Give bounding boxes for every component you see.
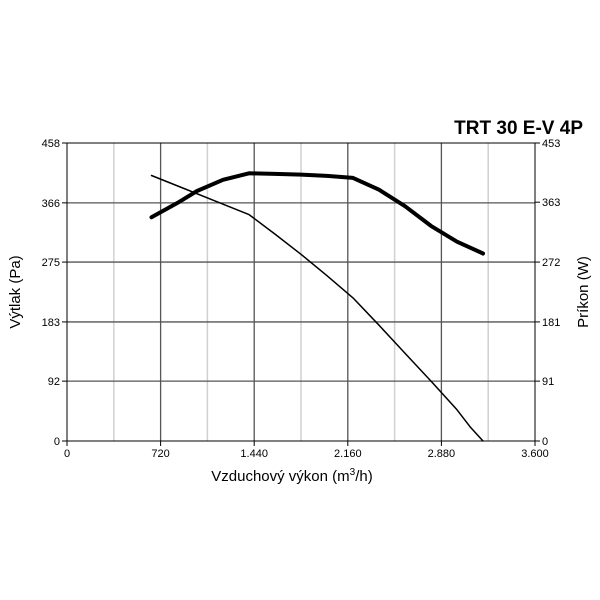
pressure-curve-line (150, 174, 484, 442)
y-tick-label: 183 (42, 317, 60, 329)
plot-frame (66, 142, 536, 442)
y-tick-label: 0 (54, 436, 60, 448)
y-tick-label: 275 (42, 257, 60, 269)
y2-tick-label: 272 (542, 257, 560, 269)
y2-tick-label: 453 (542, 138, 560, 150)
x-tick-label: 3.600 (521, 448, 549, 460)
x-tick-label: 2.880 (428, 448, 456, 460)
ticks: 0 720 1.440 2.160 2.880 3.6000921832753664580… (42, 138, 561, 460)
y2-tick-label: 363 (542, 197, 560, 209)
y2-axis-label: Príkon (W) (575, 256, 592, 328)
y2-tick-label: 181 (542, 317, 560, 329)
x-tick-label: 1.440 (240, 448, 268, 460)
grid (67, 143, 535, 441)
y-axis-label: Výtlak (Pa) (7, 255, 24, 328)
y-tick-label: 92 (48, 376, 60, 388)
x-tick-label: 720 (151, 448, 169, 460)
chart-title: TRT 30 E-V 4P (454, 118, 583, 139)
y2-tick-label: 91 (542, 376, 554, 388)
y-tick-label: 458 (42, 138, 60, 150)
x-tick-label: 0 (64, 448, 70, 460)
series (149, 171, 485, 442)
x-tick-label: 2.160 (334, 448, 362, 460)
power-curve-line (149, 171, 485, 256)
y2-tick-label: 0 (542, 436, 548, 448)
x-axis-label: Vzduchový výkon (m3/h) (211, 467, 372, 485)
y-tick-label: 366 (42, 198, 60, 210)
